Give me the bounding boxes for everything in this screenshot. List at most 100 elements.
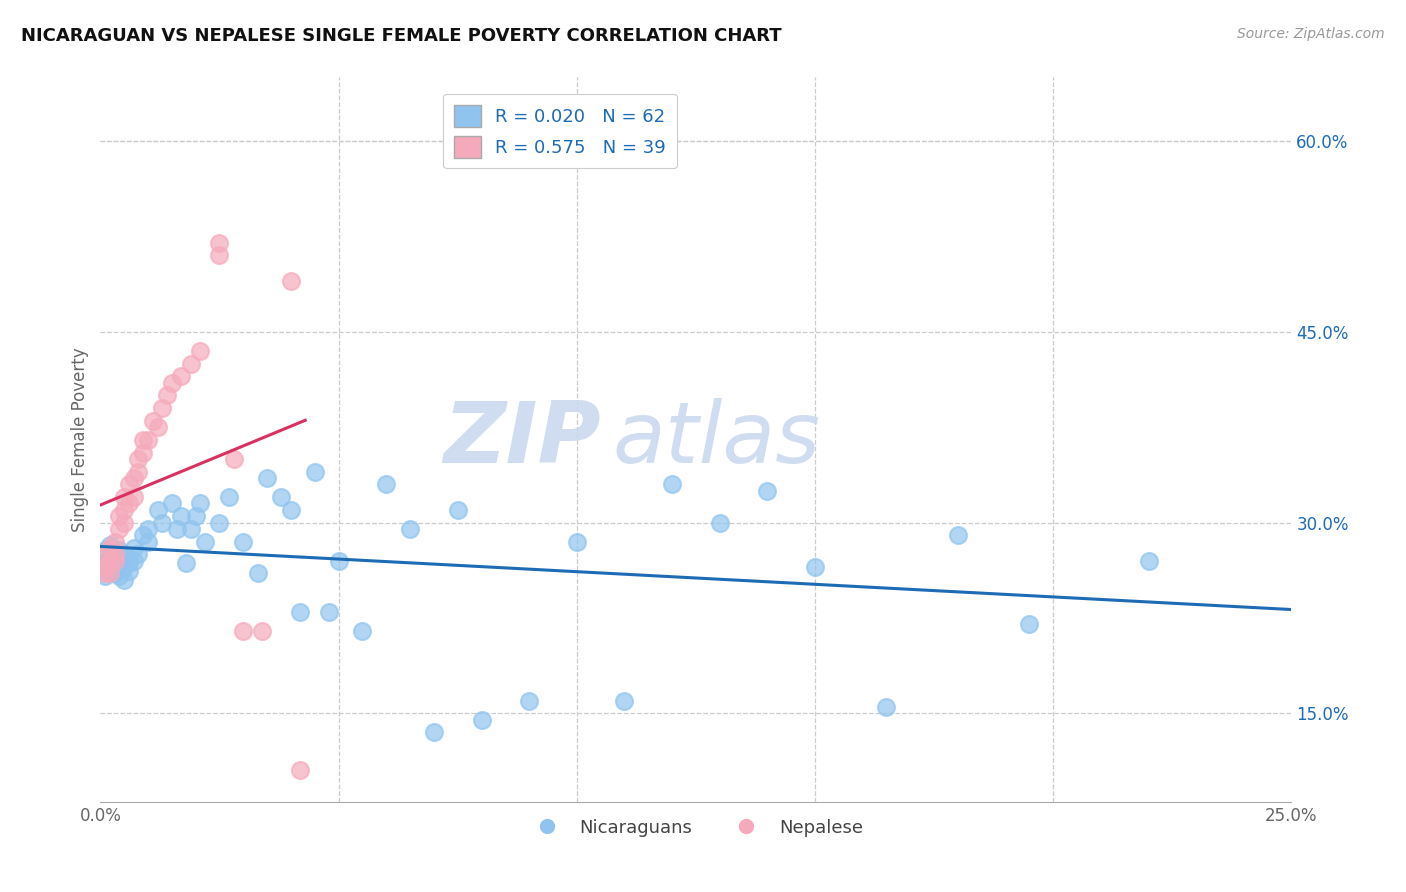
Point xyxy=(565,534,588,549)
Point xyxy=(470,713,492,727)
Point xyxy=(218,490,240,504)
Point xyxy=(108,569,131,583)
Point xyxy=(98,564,121,578)
Point xyxy=(146,420,169,434)
Point xyxy=(118,496,141,510)
Point xyxy=(112,547,135,561)
Point xyxy=(170,369,193,384)
Point xyxy=(104,566,127,581)
Point xyxy=(94,543,117,558)
Point xyxy=(118,556,141,570)
Point xyxy=(184,509,207,524)
Point xyxy=(108,509,131,524)
Point xyxy=(104,554,127,568)
Point xyxy=(208,248,231,262)
Text: Source: ZipAtlas.com: Source: ZipAtlas.com xyxy=(1237,27,1385,41)
Point xyxy=(136,522,159,536)
Point xyxy=(194,534,217,549)
Legend: Nicaraguans, Nepalese: Nicaraguans, Nepalese xyxy=(522,812,870,844)
Point xyxy=(946,528,969,542)
Point xyxy=(94,566,117,581)
Point xyxy=(290,764,312,778)
Point xyxy=(423,725,446,739)
Point xyxy=(98,566,121,581)
Point xyxy=(246,566,269,581)
Point xyxy=(256,471,278,485)
Point xyxy=(118,564,141,578)
Point xyxy=(150,401,173,415)
Point xyxy=(108,543,131,558)
Point xyxy=(142,414,165,428)
Point xyxy=(132,445,155,459)
Point xyxy=(804,560,827,574)
Point xyxy=(180,357,202,371)
Point xyxy=(399,522,422,536)
Point xyxy=(1137,554,1160,568)
Point xyxy=(174,556,197,570)
Point xyxy=(98,541,121,555)
Point xyxy=(136,433,159,447)
Point xyxy=(104,534,127,549)
Point xyxy=(252,624,274,638)
Point xyxy=(112,490,135,504)
Point xyxy=(318,605,340,619)
Point xyxy=(132,433,155,447)
Point xyxy=(160,376,183,390)
Point xyxy=(112,516,135,530)
Point xyxy=(232,534,254,549)
Point xyxy=(112,560,135,574)
Point xyxy=(290,605,312,619)
Point xyxy=(108,556,131,570)
Point xyxy=(280,274,302,288)
Point xyxy=(94,547,117,561)
Point xyxy=(98,556,121,570)
Point xyxy=(304,465,326,479)
Point xyxy=(122,490,145,504)
Point xyxy=(875,699,897,714)
Point xyxy=(122,554,145,568)
Point xyxy=(232,624,254,638)
Text: ZIP: ZIP xyxy=(443,399,600,482)
Point xyxy=(108,522,131,536)
Point xyxy=(112,503,135,517)
Point xyxy=(222,451,245,466)
Point xyxy=(756,483,779,498)
Point xyxy=(104,554,127,568)
Point xyxy=(190,343,212,358)
Point xyxy=(160,496,183,510)
Point xyxy=(1018,617,1040,632)
Point xyxy=(375,477,398,491)
Point xyxy=(150,516,173,530)
Point xyxy=(94,560,117,574)
Point xyxy=(104,547,127,561)
Point xyxy=(94,556,117,570)
Point xyxy=(132,528,155,542)
Point xyxy=(328,554,350,568)
Point xyxy=(127,465,149,479)
Point xyxy=(190,496,212,510)
Point xyxy=(104,560,127,574)
Point xyxy=(447,503,470,517)
Point xyxy=(170,509,193,524)
Text: NICARAGUAN VS NEPALESE SINGLE FEMALE POVERTY CORRELATION CHART: NICARAGUAN VS NEPALESE SINGLE FEMALE POV… xyxy=(21,27,782,45)
Point xyxy=(112,573,135,587)
Point xyxy=(104,547,127,561)
Point xyxy=(122,471,145,485)
Point xyxy=(136,534,159,549)
Point xyxy=(709,516,731,530)
Point xyxy=(156,388,179,402)
Point xyxy=(352,624,374,638)
Text: atlas: atlas xyxy=(613,399,821,482)
Point xyxy=(98,554,121,568)
Point xyxy=(517,693,540,707)
Point xyxy=(280,503,302,517)
Point xyxy=(208,516,231,530)
Point xyxy=(613,693,636,707)
Point xyxy=(118,477,141,491)
Point xyxy=(122,541,145,555)
Point xyxy=(98,538,121,552)
Point xyxy=(98,551,121,566)
Point xyxy=(127,451,149,466)
Point xyxy=(127,547,149,561)
Point xyxy=(661,477,683,491)
